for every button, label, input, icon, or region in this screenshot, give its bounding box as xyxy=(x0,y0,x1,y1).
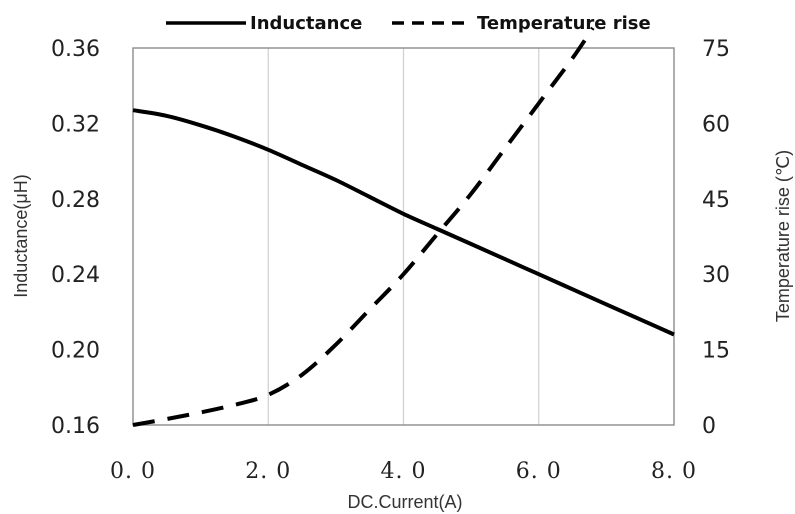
y-left-tick-label: 0.36 xyxy=(51,37,100,62)
x-tick-label: 8. 0 xyxy=(651,459,697,484)
y-right-tick-label: 60 xyxy=(702,112,730,137)
y-left-tick-label: 0.16 xyxy=(51,414,100,439)
x-tick-label: 2. 0 xyxy=(245,459,291,484)
y-right-tick-label: 15 xyxy=(702,339,730,364)
y-left-axis-title: Inductance(μH) xyxy=(11,174,31,297)
grid-lines xyxy=(267,48,540,425)
y-left-tick-label: 0.24 xyxy=(51,263,100,288)
x-axis-title: DC.Current(A) xyxy=(347,492,462,512)
y-left-tick-label: 0.20 xyxy=(51,339,100,364)
series-line-inductance xyxy=(132,108,675,337)
tick-labels: 0. 0 2. 0 4. 0 6. 0 8. 0 0.16 0.20 0.24 0.28 0.32… xyxy=(51,37,730,484)
legend-label-inductance: Inductance xyxy=(250,13,362,34)
series-line-temperature-rise xyxy=(132,26,595,427)
x-tick-label: 6. 0 xyxy=(516,459,562,484)
y-left-tick-label: 0.28 xyxy=(51,188,100,213)
y-right-tick-label: 0 xyxy=(702,414,716,439)
y-right-axis-title: Temperature rise (℃) xyxy=(773,150,793,322)
plot-frame xyxy=(132,47,675,426)
legend-label-temperature-rise: Temperature rise xyxy=(477,13,651,34)
y-left-tick-label: 0.32 xyxy=(51,112,100,137)
legend: Inductance Temperature rise xyxy=(166,13,651,34)
y-right-tick-label: 30 xyxy=(702,263,730,288)
series-lines xyxy=(132,26,675,427)
y-right-tick-label: 75 xyxy=(702,37,730,62)
y-right-tick-label: 45 xyxy=(702,188,730,213)
x-tick-label: 4. 0 xyxy=(381,459,427,484)
x-tick-label: 0. 0 xyxy=(110,459,156,484)
